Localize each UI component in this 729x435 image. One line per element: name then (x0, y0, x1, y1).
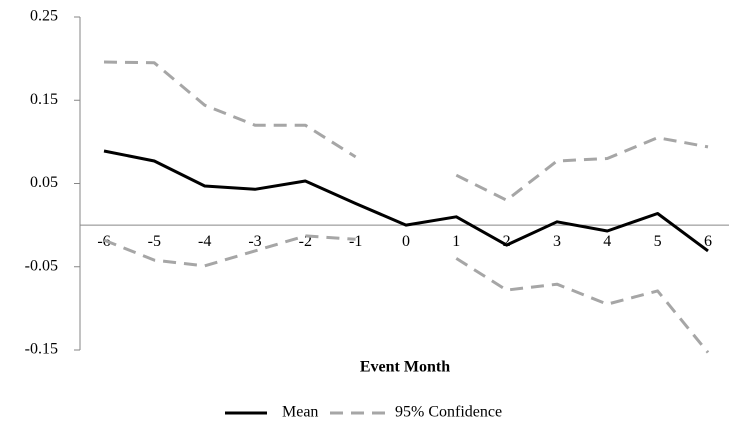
x-tick-label: -5 (148, 233, 161, 250)
x-tick-label: 2 (503, 233, 511, 250)
x-tick-label: 6 (704, 233, 712, 250)
line-series (103, 149, 709, 253)
x-tick-label: -4 (198, 233, 211, 250)
x-tick-label: 1 (452, 233, 460, 250)
y-tick-label: 0.05 (30, 174, 58, 191)
legend-label: 95% Confidence (395, 404, 502, 421)
x-tick-label: -1 (349, 233, 362, 250)
y-tick-label: -0.15 (25, 341, 58, 358)
y-tick-label: -0.05 (25, 257, 58, 274)
x-tick-label: 3 (553, 233, 561, 250)
line-series (103, 234, 710, 354)
y-tick-label: 0.25 (30, 8, 58, 25)
x-tick-label: -3 (248, 233, 261, 250)
line-series (103, 60, 709, 202)
y-tick-label: 0.15 (30, 91, 58, 108)
x-axis-label: Event Month (360, 359, 450, 376)
x-tick-label: 4 (603, 233, 611, 250)
x-tick-label: 0 (402, 233, 410, 250)
x-tick-label: 5 (654, 233, 662, 250)
legend-label: Mean (282, 404, 318, 421)
